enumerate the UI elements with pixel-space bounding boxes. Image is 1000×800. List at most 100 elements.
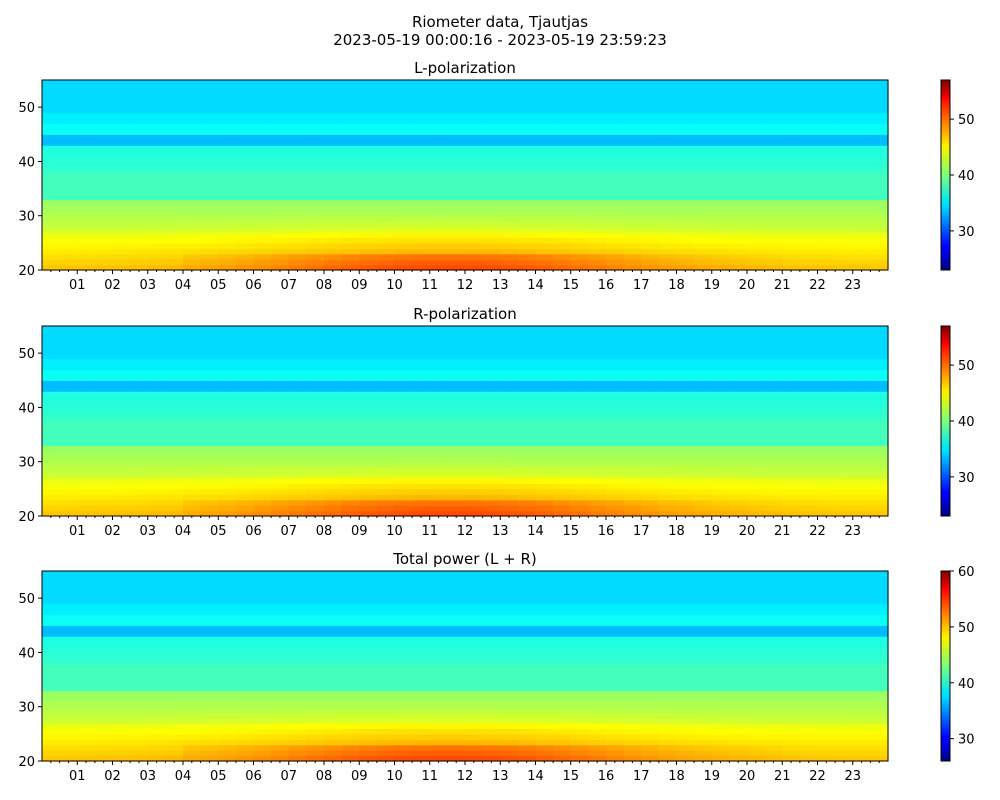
heatmap-cell	[130, 85, 149, 92]
heatmap-cell	[429, 723, 448, 730]
heatmap-cell	[799, 380, 819, 387]
heatmap-cell	[130, 619, 149, 626]
heatmap-cell	[588, 609, 607, 616]
heatmap-cell	[324, 488, 343, 495]
heatmap-cell	[94, 145, 114, 152]
heatmap-cell	[641, 695, 660, 702]
heatmap-cell	[711, 85, 730, 92]
heatmap-cell	[799, 145, 819, 152]
heatmap-cell	[288, 609, 307, 616]
heatmap-cell	[641, 619, 660, 626]
heatmap-cell	[306, 412, 325, 419]
heatmap-cell	[500, 652, 519, 659]
heatmap-cell	[288, 418, 307, 425]
heatmap-cell	[253, 614, 272, 621]
heatmap-cell	[465, 744, 484, 751]
heatmap-cell	[641, 478, 660, 485]
heatmap-cell	[729, 434, 748, 441]
heatmap-cell	[482, 728, 501, 735]
heatmap-cell	[799, 342, 819, 349]
heatmap-cell	[870, 472, 889, 479]
heatmap-cell	[306, 739, 325, 746]
heatmap-cell	[42, 647, 61, 654]
heatmap-cell	[641, 603, 660, 610]
heatmap-cell	[606, 440, 625, 447]
heatmap-cell	[130, 695, 149, 702]
heatmap-cell	[835, 347, 854, 354]
heatmap-cell	[130, 80, 149, 87]
heatmap-cell	[535, 488, 554, 495]
heatmap-cell	[447, 695, 466, 702]
heatmap-cell	[535, 668, 554, 675]
heatmap-cell	[500, 237, 519, 244]
heatmap-cell	[465, 581, 484, 588]
heatmap-cell	[517, 85, 537, 92]
heatmap-cell	[341, 396, 360, 403]
heatmap-cell	[500, 90, 519, 97]
heatmap-cell	[535, 380, 554, 387]
heatmap-cell	[500, 353, 519, 360]
heatmap-cell	[183, 641, 202, 648]
heatmap-cell	[517, 668, 537, 675]
heatmap-cell	[253, 494, 272, 501]
heatmap-cell	[553, 733, 572, 740]
heatmap-cell	[465, 226, 484, 233]
heatmap-cell	[711, 112, 730, 119]
heatmap-cell	[42, 253, 61, 260]
heatmap-cell	[147, 472, 166, 479]
heatmap-cell	[799, 423, 819, 430]
heatmap-cell	[429, 609, 448, 616]
heatmap-cell	[570, 336, 589, 343]
heatmap-cell	[465, 342, 484, 349]
heatmap-cell	[641, 96, 660, 103]
heatmap-cell	[694, 418, 713, 425]
heatmap-cell	[500, 603, 519, 610]
heatmap-cell	[517, 226, 537, 233]
x-tick-label: 20	[739, 278, 756, 293]
heatmap-cell	[782, 385, 801, 392]
heatmap-cell	[799, 353, 819, 360]
heatmap-cell	[412, 391, 431, 398]
heatmap-cell	[394, 423, 413, 430]
heatmap-cell	[200, 226, 219, 233]
heatmap-cell	[482, 625, 501, 632]
heatmap-cell	[852, 253, 871, 260]
heatmap-cell	[764, 326, 783, 333]
heatmap-cell	[94, 445, 114, 452]
heatmap-cell	[341, 156, 360, 163]
heatmap-cell	[183, 614, 202, 621]
heatmap-cell	[165, 364, 184, 371]
heatmap-cell	[711, 657, 730, 664]
heatmap-cell	[500, 342, 519, 349]
heatmap-cell	[482, 112, 501, 119]
heatmap-cell	[42, 478, 61, 485]
heatmap-cell	[94, 85, 114, 92]
heatmap-cell	[253, 576, 272, 583]
heatmap-cell	[570, 587, 589, 594]
heatmap-cell	[447, 728, 466, 735]
heatmap-cell	[588, 630, 607, 637]
heatmap-cell	[658, 450, 678, 457]
heatmap-cell	[200, 647, 219, 654]
heatmap-cell	[623, 248, 642, 255]
heatmap-cell	[412, 571, 431, 578]
heatmap-cell	[658, 723, 678, 730]
heatmap-cell	[747, 232, 766, 239]
heatmap-cell	[500, 668, 519, 675]
heatmap-cell	[782, 90, 801, 97]
heatmap-cell	[412, 188, 431, 195]
heatmap-cell	[59, 145, 78, 152]
heatmap-cell	[729, 172, 748, 179]
heatmap-cell	[482, 603, 501, 610]
heatmap-cell	[147, 445, 166, 452]
heatmap-cell	[200, 396, 219, 403]
heatmap-cell	[42, 183, 61, 190]
heatmap-cell	[570, 391, 589, 398]
heatmap-cell	[235, 657, 255, 664]
heatmap-cell	[200, 407, 219, 414]
heatmap-cell	[764, 429, 783, 436]
heatmap-cell	[253, 161, 272, 168]
heatmap-cell	[553, 418, 572, 425]
heatmap-cell	[694, 139, 713, 146]
heatmap-cell	[218, 374, 237, 381]
